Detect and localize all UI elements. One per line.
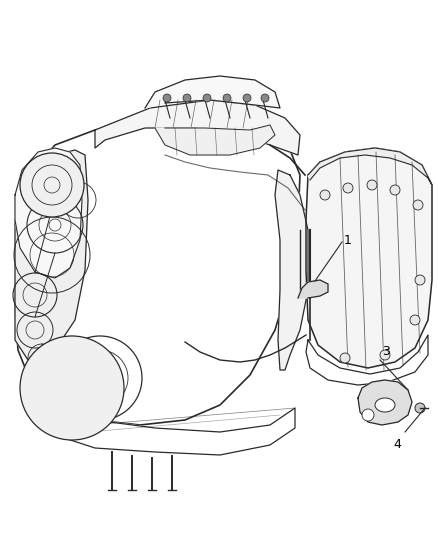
Circle shape <box>203 94 211 102</box>
Circle shape <box>415 275 425 285</box>
Text: 1: 1 <box>344 233 352 246</box>
Circle shape <box>320 190 330 200</box>
Polygon shape <box>275 170 308 370</box>
Circle shape <box>183 94 191 102</box>
Polygon shape <box>306 148 432 368</box>
Polygon shape <box>15 150 88 360</box>
Polygon shape <box>358 380 412 425</box>
Circle shape <box>343 183 353 193</box>
Polygon shape <box>40 405 295 455</box>
Circle shape <box>362 409 374 421</box>
Circle shape <box>413 200 423 210</box>
Polygon shape <box>308 148 432 185</box>
Polygon shape <box>15 115 300 425</box>
Polygon shape <box>306 335 428 385</box>
Circle shape <box>340 353 350 363</box>
Circle shape <box>367 180 377 190</box>
Circle shape <box>415 403 425 413</box>
Text: 3: 3 <box>382 345 390 358</box>
Circle shape <box>163 94 171 102</box>
Polygon shape <box>95 100 300 155</box>
Circle shape <box>410 315 420 325</box>
Polygon shape <box>15 148 82 278</box>
Circle shape <box>20 153 84 217</box>
Polygon shape <box>155 125 275 155</box>
Circle shape <box>390 185 400 195</box>
Circle shape <box>34 350 110 426</box>
Circle shape <box>261 94 269 102</box>
Polygon shape <box>145 76 280 108</box>
Polygon shape <box>298 280 328 298</box>
Circle shape <box>380 350 390 360</box>
Circle shape <box>223 94 231 102</box>
Circle shape <box>243 94 251 102</box>
Text: 4: 4 <box>393 438 401 451</box>
Circle shape <box>20 336 124 440</box>
Ellipse shape <box>375 398 395 412</box>
